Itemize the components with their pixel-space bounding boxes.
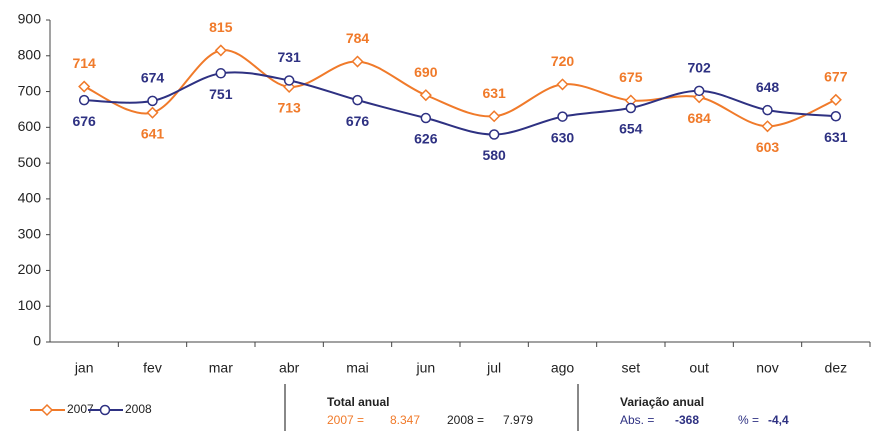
legend-label: 2007 [67,402,94,416]
data-label: 676 [72,113,96,129]
data-label: 674 [141,70,165,86]
x-tick-label: jan [74,360,94,376]
legend-label: 2008 [125,402,152,416]
point [488,129,500,140]
data-label: 713 [277,100,301,116]
x-tick-label: abr [279,360,300,376]
data-label: 641 [141,125,165,141]
point [78,94,90,106]
data-label: 677 [824,68,848,84]
summary-value: 8.347 [390,413,420,427]
x-tick-label: fev [143,360,162,376]
summary-value: 7.979 [503,413,533,427]
summary-label: 2008 = [447,413,484,427]
point [556,78,569,91]
summary-value: -4,4 [768,413,789,427]
point [830,110,842,122]
y-tick-label: 800 [18,46,42,62]
y-tick-label: 100 [18,297,42,313]
x-tick-label: jun [415,360,435,376]
point [762,104,773,116]
point [352,94,363,106]
data-label: 731 [277,49,301,65]
data-label: 631 [482,85,506,101]
y-tick-label: 700 [18,82,42,98]
point [214,44,227,57]
x-tick-label: mai [346,360,369,376]
point [351,55,364,68]
data-label: 626 [414,131,438,147]
series-line [84,71,836,136]
summary-label: % = [738,413,759,427]
data-label: 720 [551,53,575,69]
data-label: 648 [756,79,780,95]
summary-value: -368 [675,413,699,427]
data-label: 815 [209,19,233,35]
point [215,68,227,79]
point [829,93,842,106]
point [488,110,501,123]
x-tick-label: jul [486,360,501,376]
data-label: 751 [209,86,233,102]
data-label: 580 [482,147,506,163]
point [78,80,91,93]
point [557,111,568,122]
y-tick-label: 400 [18,190,42,206]
legend-marker [99,404,111,416]
point [420,112,432,124]
data-label: 784 [346,30,370,46]
data-label: 690 [414,64,438,80]
x-tick-label: set [621,360,640,376]
data-label: 630 [551,129,575,145]
x-tick-label: out [689,360,709,376]
summary-label: 2007 = [327,413,364,427]
y-tick-label: 500 [18,154,42,170]
data-label: 702 [687,60,711,76]
data-label: 676 [346,113,370,129]
summary-title: Total anual [327,395,389,409]
y-tick-label: 900 [18,11,42,27]
series-line [83,49,837,128]
point [147,95,158,107]
summary-label: Abs. = [620,413,654,427]
data-label: 654 [619,121,643,137]
data-label: 684 [687,110,711,126]
data-label: 675 [619,69,643,85]
summary-title: Variação anual [620,395,704,409]
point [693,85,705,97]
y-tick-label: 600 [18,118,42,134]
point [761,120,774,133]
point [625,102,637,114]
x-tick-label: ago [551,360,575,376]
x-tick-label: nov [756,360,779,376]
y-tick-label: 300 [18,225,42,241]
x-tick-label: dez [825,360,848,376]
point [419,89,432,102]
legend-marker [40,403,54,417]
x-tick-label: mar [209,360,233,376]
y-tick-label: 0 [33,333,41,349]
point [146,106,159,119]
point [283,75,295,86]
data-label: 714 [72,55,96,71]
y-tick-label: 200 [18,261,42,277]
data-label: 631 [824,129,848,145]
data-label: 603 [756,139,780,155]
